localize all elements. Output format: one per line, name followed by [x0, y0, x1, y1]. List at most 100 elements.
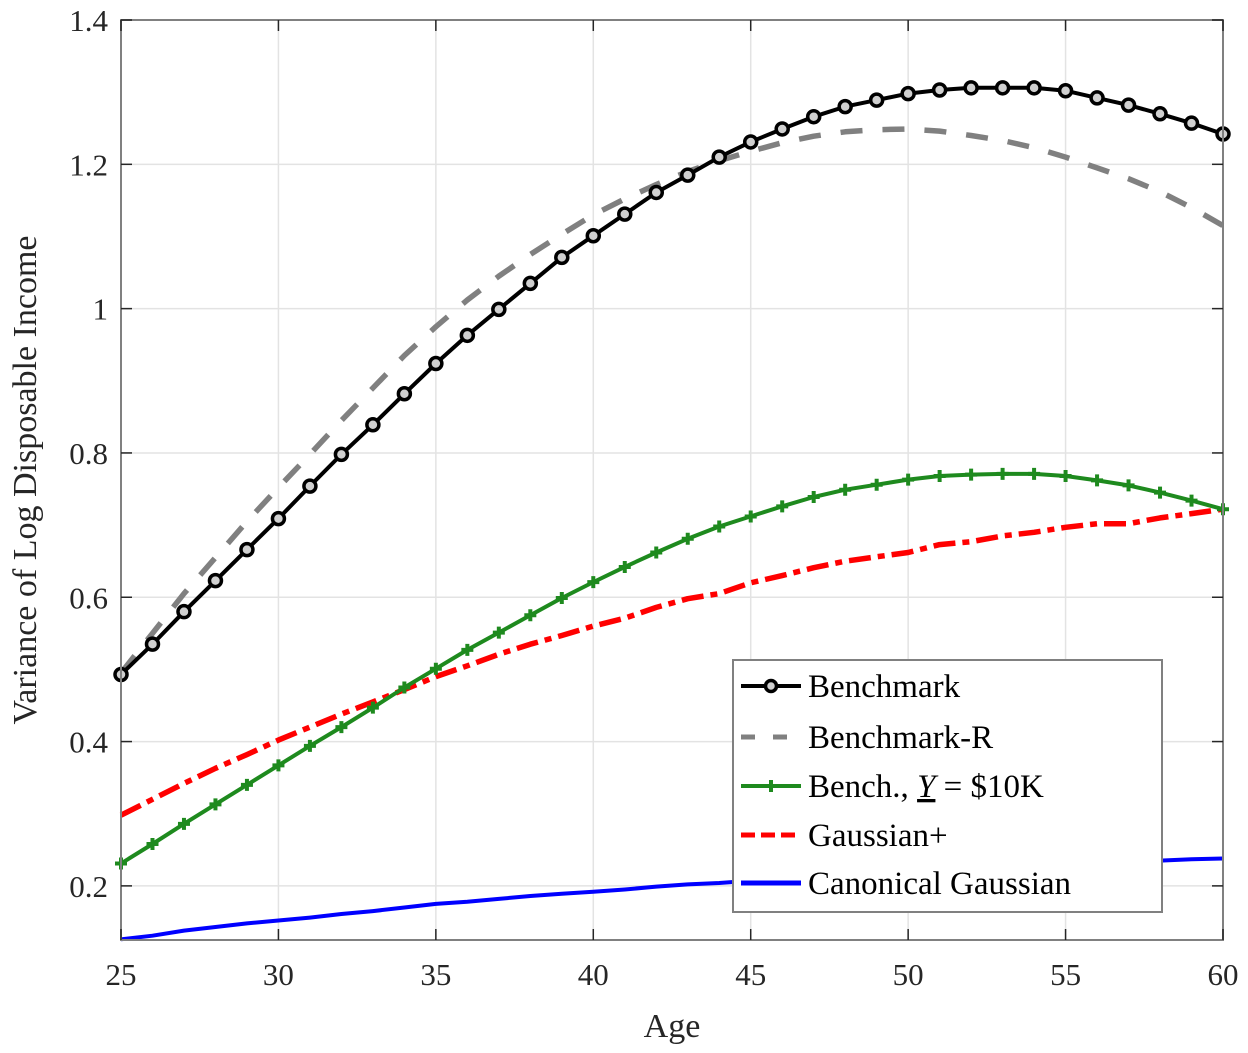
y-tick-label: 1 — [93, 292, 109, 327]
plus-marker-icon — [272, 759, 285, 772]
x-tick-label: 60 — [1208, 957, 1239, 992]
plus-marker-icon — [713, 520, 726, 533]
plus-marker-icon — [177, 817, 190, 830]
x-tick-label: 45 — [735, 957, 766, 992]
circle-marker-icon — [207, 572, 224, 589]
circle-marker-icon — [239, 541, 255, 558]
plus-marker-icon — [1059, 470, 1072, 483]
circle-marker-icon — [1152, 106, 1168, 122]
y-tick-label: 0.4 — [69, 725, 108, 760]
plus-marker-icon — [1122, 479, 1135, 492]
series-line-benchmark — [119, 85, 1224, 676]
plus-marker-icon — [429, 662, 442, 675]
plus-marker-icon — [681, 532, 694, 545]
legend-item-benchmark: Benchmark — [741, 669, 961, 705]
legend-label: Benchmark-R — [808, 720, 993, 756]
legend-box — [732, 659, 1163, 913]
plus-marker-icon — [776, 500, 789, 513]
circle-marker-icon — [711, 149, 727, 165]
circle-marker-icon — [396, 386, 413, 402]
circle-marker-icon — [994, 80, 1011, 96]
circle-marker-icon — [459, 327, 476, 344]
circle-marker-icon — [585, 227, 602, 244]
plus-marker-icon — [335, 721, 348, 734]
series-line-benchmark-r — [118, 126, 1225, 675]
x-tick-label: 25 — [106, 957, 137, 992]
plus-marker-icon — [146, 838, 159, 851]
plus-marker-icon — [933, 470, 946, 483]
legend-label: Canonical Gaussian — [808, 866, 1071, 902]
circle-marker-icon — [679, 167, 696, 183]
x-tick-label: 40 — [578, 957, 609, 992]
y-tick-label: 0.8 — [69, 436, 108, 471]
x-axis-label: Age — [644, 1008, 701, 1045]
circle-marker-icon — [554, 249, 570, 266]
circle-marker-icon — [176, 603, 192, 620]
legend-label: Bench., Y = $10K — [808, 769, 1044, 805]
circle-marker-icon — [1057, 82, 1074, 99]
x-tick-label: 35 — [420, 957, 451, 992]
circle-marker-icon — [963, 80, 979, 96]
y-axis-label: Variance of Log Disposable Income — [7, 235, 44, 724]
plus-marker-icon — [765, 780, 777, 792]
plus-marker-icon — [492, 626, 505, 639]
y-tick-label: 1.4 — [69, 3, 108, 38]
plus-marker-icon — [1028, 467, 1041, 480]
circle-marker-icon — [617, 206, 633, 222]
plus-marker-icon — [398, 681, 411, 694]
legend-item-canonical-gaussian: Canonical Gaussian — [741, 866, 1071, 902]
legend-label: Benchmark — [808, 669, 961, 705]
legend-item-benchmark-r: Benchmark-R — [741, 720, 993, 756]
plus-marker-icon — [1091, 474, 1104, 487]
plus-marker-icon — [902, 473, 915, 486]
plus-marker-icon — [209, 798, 222, 811]
circle-marker-icon — [491, 301, 507, 318]
legend: Benchmark Benchmark-R Bench., Y = $10K G… — [732, 659, 1163, 913]
circle-marker-icon — [365, 417, 381, 433]
x-axis-tick-labels: 25 30 35 40 45 50 55 60 — [106, 957, 1239, 992]
series-layer — [113, 80, 1231, 942]
legend-label: Gaussian+ — [808, 818, 948, 854]
circle-marker-icon — [1120, 97, 1137, 113]
plus-marker-icon — [870, 478, 883, 491]
plus-marker-icon — [807, 490, 820, 503]
circle-marker-icon — [763, 678, 779, 694]
y-tick-label: 0.6 — [69, 580, 108, 615]
series-line-gaussian- — [119, 506, 1224, 818]
y-tick-label: 0.2 — [69, 869, 108, 904]
legend-item-bench-y10k: Bench., Y = $10K — [741, 769, 1044, 805]
circle-marker-icon — [900, 85, 916, 102]
plus-marker-icon — [303, 739, 316, 752]
plus-marker-icon — [618, 560, 631, 573]
circle-marker-icon — [805, 108, 822, 125]
plus-marker-icon — [587, 576, 600, 589]
x-tick-label: 30 — [263, 957, 294, 992]
plus-marker-icon — [744, 510, 757, 523]
plus-marker-icon — [366, 701, 379, 714]
circle-marker-icon — [648, 184, 665, 201]
circle-marker-icon — [1183, 115, 1200, 131]
legend-item-gaussian-plus: Gaussian+ — [741, 818, 948, 854]
plus-marker-icon — [524, 609, 537, 622]
plus-marker-icon — [1154, 486, 1167, 499]
plot-frame — [120, 19, 1224, 941]
axis-ticks — [120, 19, 1224, 940]
plus-marker-icon — [965, 468, 978, 481]
plus-marker-icon — [461, 643, 474, 656]
circle-marker-icon — [302, 478, 318, 494]
circle-marker-icon — [931, 82, 948, 98]
x-tick-label: 55 — [1050, 957, 1081, 992]
circle-marker-icon — [1089, 90, 1105, 106]
circle-marker-icon — [837, 98, 853, 115]
circle-marker-icon — [868, 92, 885, 108]
x-tick-label: 50 — [893, 957, 924, 992]
circle-marker-icon — [774, 121, 790, 137]
circle-marker-icon — [144, 636, 161, 652]
plus-marker-icon — [1185, 494, 1198, 507]
circle-marker-icon — [270, 510, 287, 527]
plus-marker-icon — [996, 467, 1009, 480]
y-tick-label: 1.2 — [69, 147, 108, 182]
plus-marker-icon — [839, 483, 852, 496]
plus-marker-icon — [240, 778, 253, 791]
